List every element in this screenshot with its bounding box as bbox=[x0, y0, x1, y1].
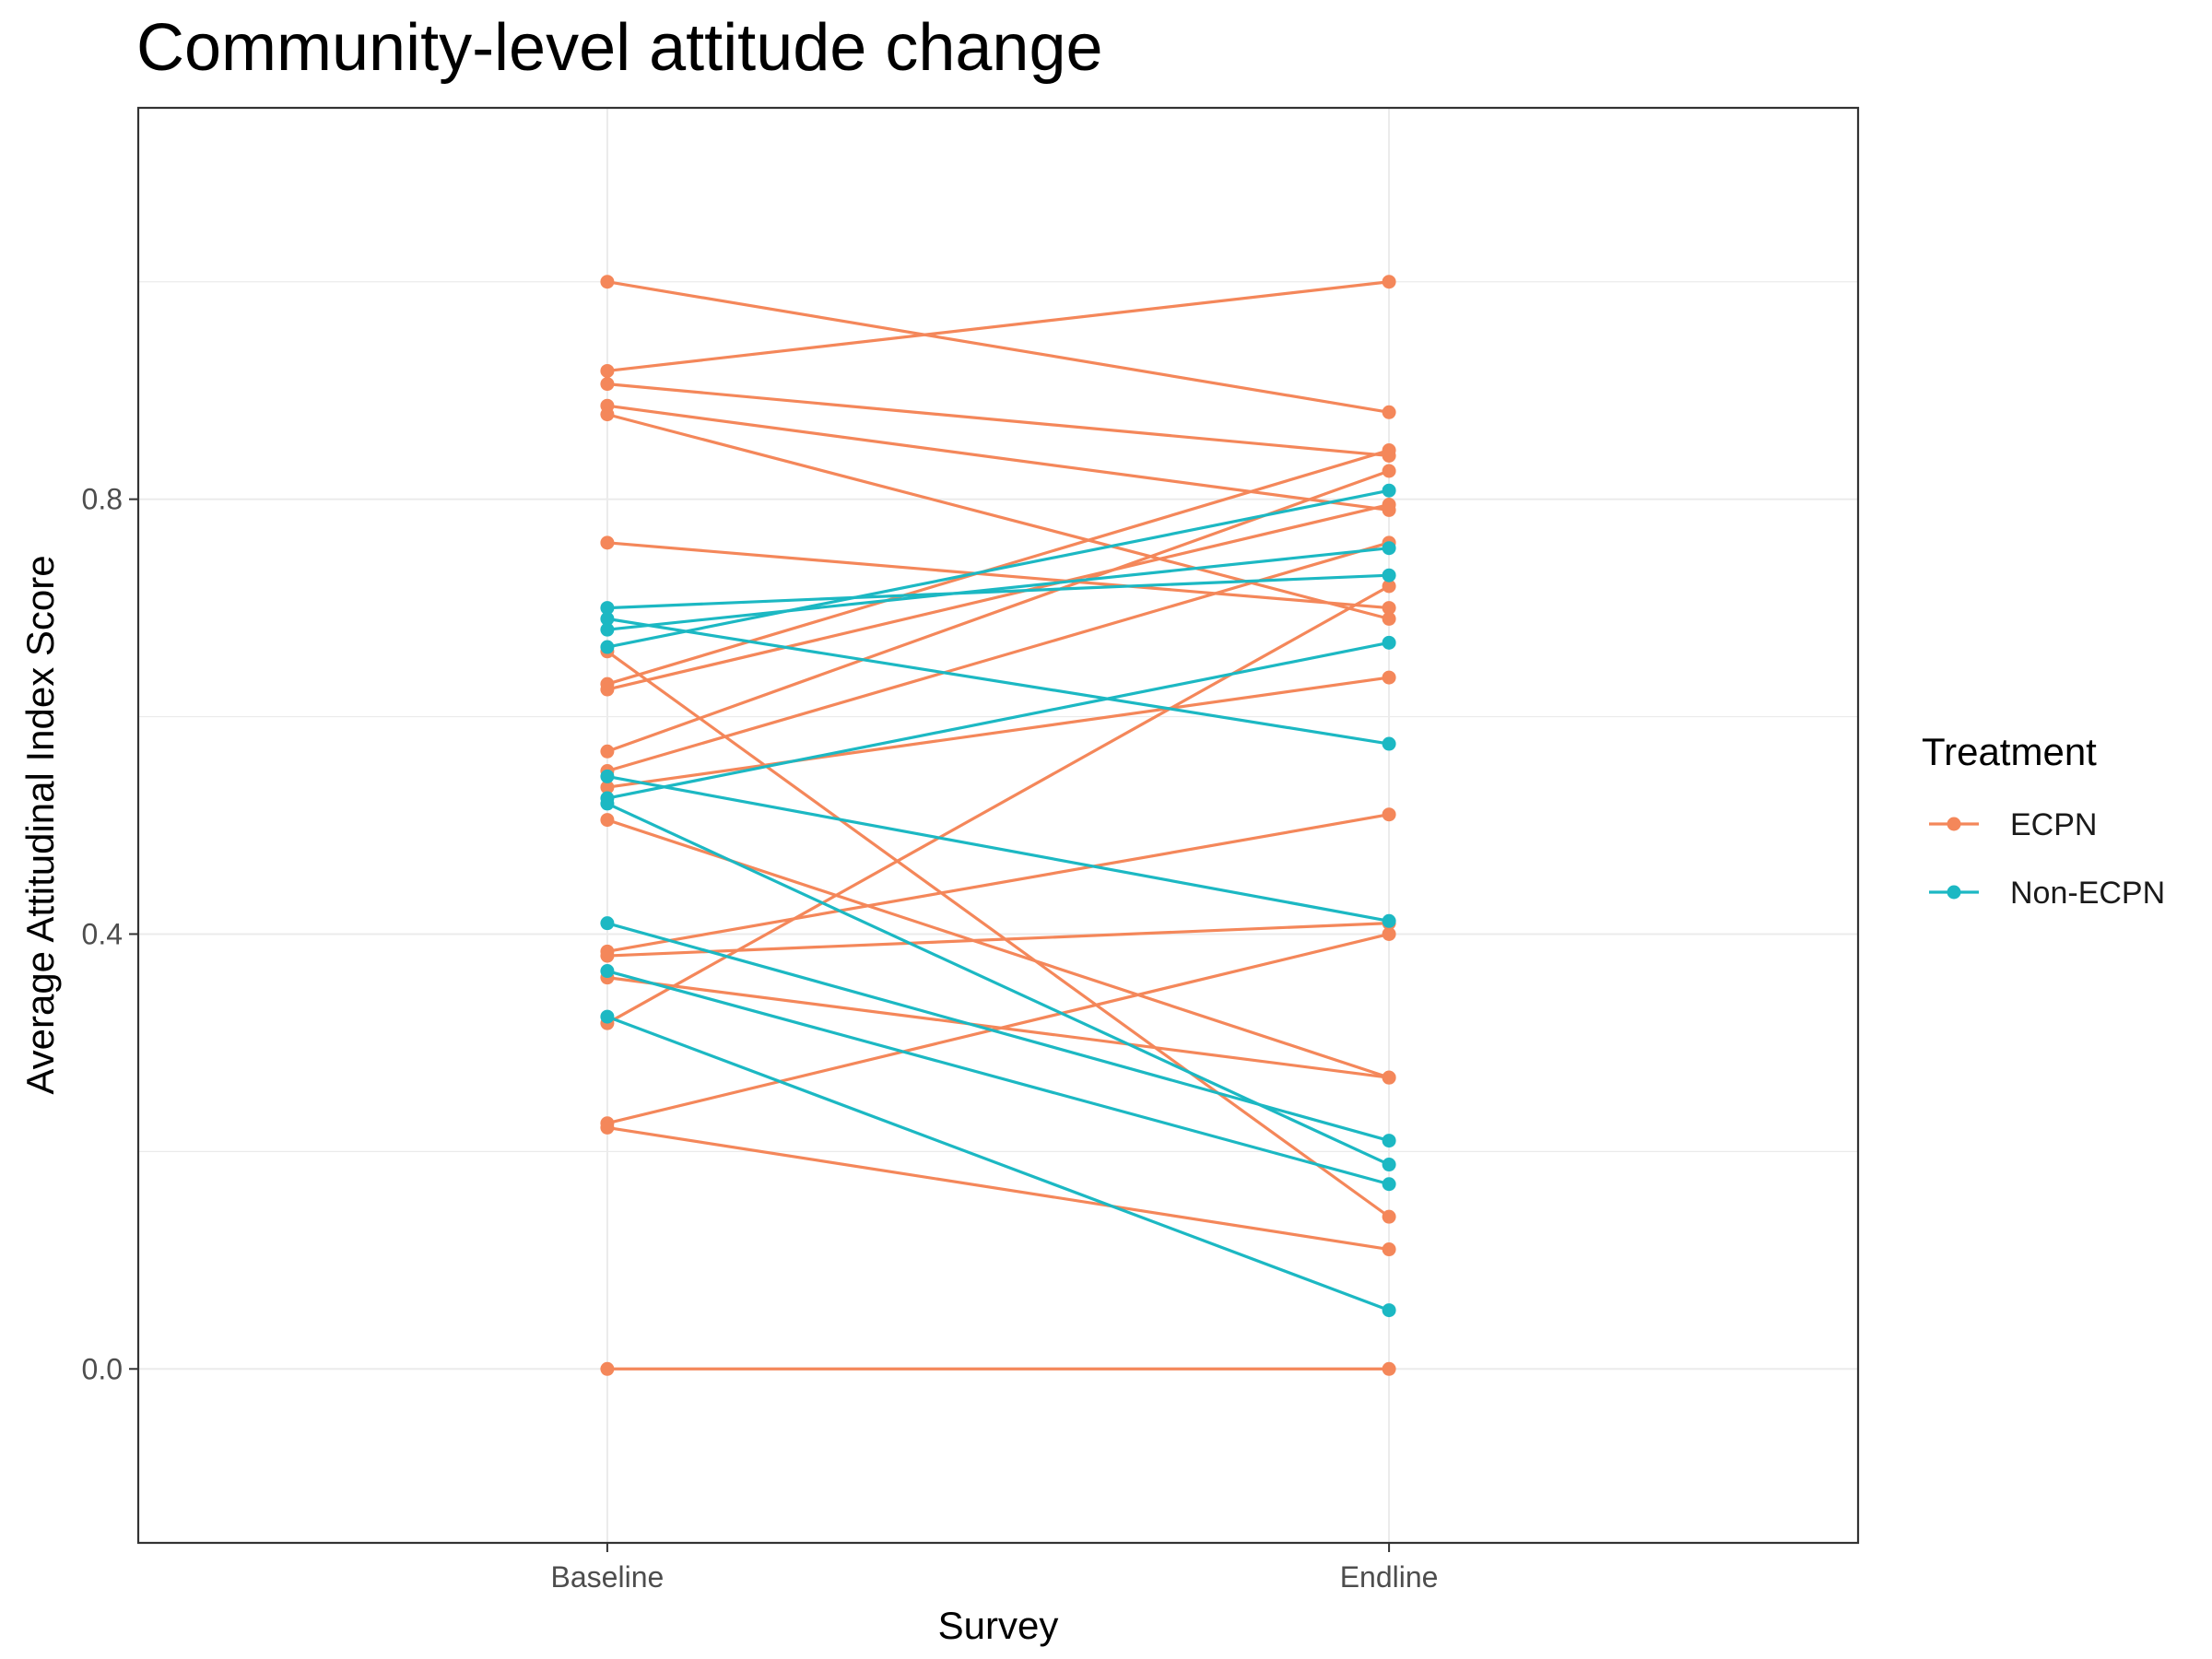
plot-border bbox=[136, 106, 1860, 1545]
series-line-non-ecpn bbox=[606, 488, 1390, 649]
data-point-ecpn bbox=[1382, 1361, 1396, 1376]
series-line-ecpn bbox=[606, 541, 1390, 610]
legend-key-point bbox=[1947, 817, 1961, 831]
x-tick-label: Baseline bbox=[551, 1560, 665, 1594]
data-point-ecpn bbox=[600, 780, 615, 794]
y-tick-label: 0.0 bbox=[82, 1352, 123, 1385]
data-point-ecpn bbox=[1382, 443, 1396, 458]
data-point-non-ecpn bbox=[1382, 541, 1396, 556]
series-line-ecpn bbox=[606, 1125, 1390, 1252]
series-line-ecpn bbox=[606, 932, 1390, 1125]
data-point-non-ecpn bbox=[1382, 1303, 1396, 1318]
data-point-ecpn bbox=[600, 1120, 615, 1135]
data-point-ecpn bbox=[600, 535, 615, 550]
data-point-ecpn bbox=[1382, 1070, 1396, 1085]
data-point-ecpn bbox=[1382, 926, 1396, 941]
legend: Treatment ECPN Non-ECPN bbox=[1922, 730, 2165, 911]
data-point-ecpn bbox=[1382, 405, 1396, 419]
data-point-non-ecpn bbox=[600, 916, 615, 931]
data-point-ecpn bbox=[1382, 611, 1396, 626]
series-points bbox=[600, 275, 1396, 1376]
series-lines bbox=[606, 280, 1391, 1371]
legend-key-point bbox=[1947, 885, 1961, 900]
data-point-ecpn bbox=[600, 377, 615, 392]
series-line-ecpn bbox=[606, 382, 1390, 458]
data-point-ecpn bbox=[600, 744, 615, 759]
series-line-ecpn bbox=[606, 650, 1391, 1218]
y-tick-label: 0.8 bbox=[82, 483, 123, 516]
data-point-ecpn bbox=[1382, 601, 1396, 616]
data-point-ecpn bbox=[600, 275, 615, 289]
data-point-non-ecpn bbox=[1382, 1177, 1396, 1192]
x-tick-label: Endline bbox=[1340, 1560, 1439, 1594]
data-point-ecpn bbox=[1382, 464, 1396, 478]
x-axis-title: Survey bbox=[938, 1604, 1059, 1647]
data-point-ecpn bbox=[600, 363, 615, 378]
data-point-ecpn bbox=[600, 813, 615, 828]
series-line-ecpn bbox=[606, 413, 1390, 620]
series-line-ecpn bbox=[606, 676, 1390, 789]
data-point-non-ecpn bbox=[1382, 1158, 1396, 1172]
data-point-ecpn bbox=[1382, 670, 1396, 685]
data-point-non-ecpn bbox=[600, 796, 615, 811]
data-point-non-ecpn bbox=[1382, 913, 1396, 928]
series-line-non-ecpn bbox=[606, 922, 1390, 1143]
data-point-non-ecpn bbox=[600, 769, 615, 783]
legend-label: Non-ECPN bbox=[2010, 876, 2165, 911]
series-line-ecpn bbox=[606, 280, 1390, 414]
series-line-ecpn bbox=[606, 813, 1390, 953]
series-line-ecpn bbox=[606, 449, 1390, 686]
y-axis: 0.0 0.4 0.8 bbox=[82, 483, 138, 1385]
series-line-non-ecpn bbox=[606, 1015, 1390, 1312]
data-point-non-ecpn bbox=[600, 1009, 615, 1024]
data-point-ecpn bbox=[1382, 1242, 1396, 1257]
data-point-ecpn bbox=[1382, 275, 1396, 289]
data-point-ecpn bbox=[600, 682, 615, 697]
data-point-ecpn bbox=[1382, 807, 1396, 822]
series-line-ecpn bbox=[606, 404, 1390, 512]
data-point-non-ecpn bbox=[600, 640, 615, 654]
data-point-ecpn bbox=[600, 1361, 615, 1376]
series-line-non-ecpn bbox=[606, 573, 1390, 610]
data-point-non-ecpn bbox=[600, 601, 615, 616]
y-tick-label: 0.4 bbox=[82, 917, 123, 950]
data-point-non-ecpn bbox=[600, 611, 615, 626]
plot-panel bbox=[138, 108, 1858, 1543]
data-point-non-ecpn bbox=[600, 622, 615, 637]
legend-entries: ECPN Non-ECPN bbox=[1929, 807, 2165, 911]
data-point-non-ecpn bbox=[1382, 635, 1396, 650]
series-line-non-ecpn bbox=[606, 547, 1390, 631]
x-axis: Baseline Endline bbox=[551, 1543, 1439, 1594]
legend-label: ECPN bbox=[2010, 807, 2097, 842]
y-axis-title: Average Attitudinal Index Score bbox=[18, 555, 62, 1094]
series-line-ecpn bbox=[606, 280, 1390, 373]
data-point-non-ecpn bbox=[1382, 483, 1396, 498]
data-point-non-ecpn bbox=[1382, 736, 1396, 751]
data-point-ecpn bbox=[600, 407, 615, 422]
series-line-non-ecpn bbox=[606, 774, 1390, 923]
series-line-non-ecpn bbox=[606, 970, 1390, 1186]
data-point-ecpn bbox=[1382, 498, 1396, 512]
series-line-ecpn bbox=[606, 584, 1390, 1025]
data-point-non-ecpn bbox=[1382, 1134, 1396, 1148]
series-line-ecpn bbox=[606, 502, 1390, 691]
chart-title: Community-level attitude change bbox=[136, 11, 1103, 85]
data-point-ecpn bbox=[1382, 579, 1396, 594]
data-point-non-ecpn bbox=[600, 964, 615, 979]
data-point-ecpn bbox=[1382, 1209, 1396, 1224]
data-point-ecpn bbox=[600, 948, 615, 963]
series-line-non-ecpn bbox=[606, 641, 1390, 800]
series-line-non-ecpn bbox=[606, 617, 1390, 746]
legend-title: Treatment bbox=[1922, 730, 2097, 773]
data-point-non-ecpn bbox=[1382, 568, 1396, 582]
